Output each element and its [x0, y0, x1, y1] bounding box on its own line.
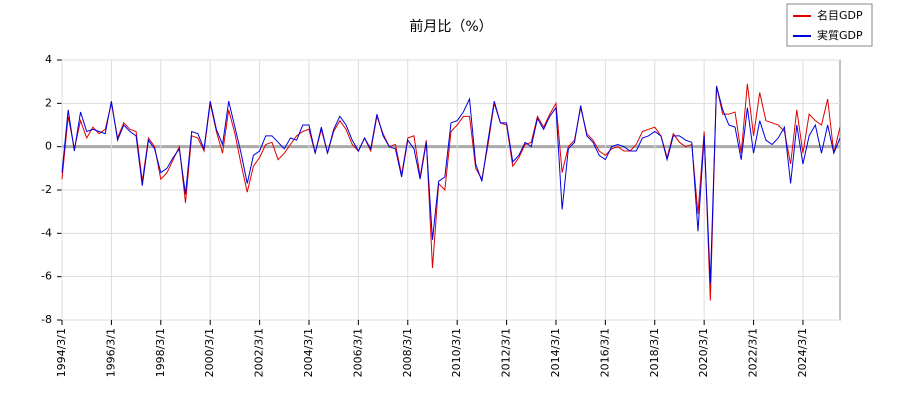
y-tick-label: -4 [41, 226, 52, 239]
x-tick-label: 2024/3/1 [796, 328, 809, 377]
x-tick-label: 2004/3/1 [302, 328, 315, 377]
y-tick-label: 0 [45, 140, 52, 153]
x-tick-label: 2022/3/1 [747, 328, 760, 377]
x-tick-label: 2010/3/1 [450, 328, 463, 377]
chart-title: 前月比（%） [409, 18, 492, 35]
y-tick-label: 2 [45, 96, 52, 109]
x-tick-label: 2016/3/1 [598, 328, 611, 377]
y-tick-label: 4 [45, 53, 52, 66]
x-tick-label: 1994/3/1 [55, 328, 68, 377]
x-tick-label: 2008/3/1 [401, 328, 414, 377]
legend-label: 名目GDP [817, 8, 863, 22]
x-tick-label: 1998/3/1 [154, 328, 167, 377]
y-tick-label: -2 [41, 183, 52, 196]
x-tick-label: 2014/3/1 [549, 328, 562, 377]
x-tick-label: 2000/3/1 [203, 328, 216, 377]
y-tick-label: -8 [41, 313, 52, 326]
x-tick-label: 2002/3/1 [253, 328, 266, 377]
x-tick-label: 2006/3/1 [351, 328, 364, 377]
legend-label: 実質GDP [817, 28, 863, 42]
x-tick-label: 2012/3/1 [500, 328, 513, 377]
legend-box [786, 3, 873, 47]
series-line [61, 85, 841, 284]
x-tick-label: 2020/3/1 [697, 328, 710, 377]
y-tick-label: -6 [41, 270, 52, 283]
x-tick-label: 1996/3/1 [104, 328, 117, 377]
x-tick-label: 2018/3/1 [648, 328, 661, 377]
series-line [61, 83, 841, 301]
